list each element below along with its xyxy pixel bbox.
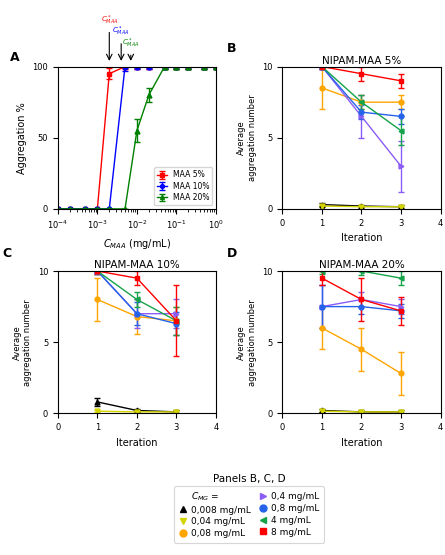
Y-axis label: Average
aggregation number: Average aggregation number bbox=[237, 94, 257, 181]
Text: D: D bbox=[227, 246, 237, 260]
Y-axis label: Average
aggregation number: Average aggregation number bbox=[237, 299, 257, 386]
Text: C: C bbox=[3, 246, 12, 260]
Text: A: A bbox=[10, 51, 20, 64]
Text: B: B bbox=[227, 42, 237, 55]
X-axis label: Iteration: Iteration bbox=[116, 437, 158, 447]
X-axis label: Iteration: Iteration bbox=[341, 233, 382, 243]
Y-axis label: Aggregation %: Aggregation % bbox=[17, 102, 27, 174]
Title: NIPAM-MAA 5%: NIPAM-MAA 5% bbox=[322, 56, 401, 66]
X-axis label: $C_{MAA}$ (mg/mL): $C_{MAA}$ (mg/mL) bbox=[103, 236, 171, 250]
Text: $C^*_{MAA}$: $C^*_{MAA}$ bbox=[122, 36, 140, 49]
Text: $C^*_{MAA}$: $C^*_{MAA}$ bbox=[113, 25, 130, 38]
Legend: MAA 5%, MAA 10%, MAA 20%: MAA 5%, MAA 10%, MAA 20% bbox=[154, 168, 212, 205]
Text: Panels B, C, D: Panels B, C, D bbox=[213, 474, 286, 484]
Legend: $C_{MG}$ =, 0,008 mg/mL, 0,04 mg/mL, 0,08 mg/mL, 0,4 mg/mL, 0,8 mg/mL, 4 mg/mL, : $C_{MG}$ =, 0,008 mg/mL, 0,04 mg/mL, 0,0… bbox=[174, 486, 324, 543]
X-axis label: Iteration: Iteration bbox=[341, 437, 382, 447]
Y-axis label: Average
aggregation number: Average aggregation number bbox=[12, 299, 32, 386]
Title: NIPAM-MAA 10%: NIPAM-MAA 10% bbox=[94, 260, 180, 270]
Text: $C^*_{MAA}$: $C^*_{MAA}$ bbox=[101, 13, 118, 27]
Title: NIPAM-MAA 20%: NIPAM-MAA 20% bbox=[319, 260, 405, 270]
